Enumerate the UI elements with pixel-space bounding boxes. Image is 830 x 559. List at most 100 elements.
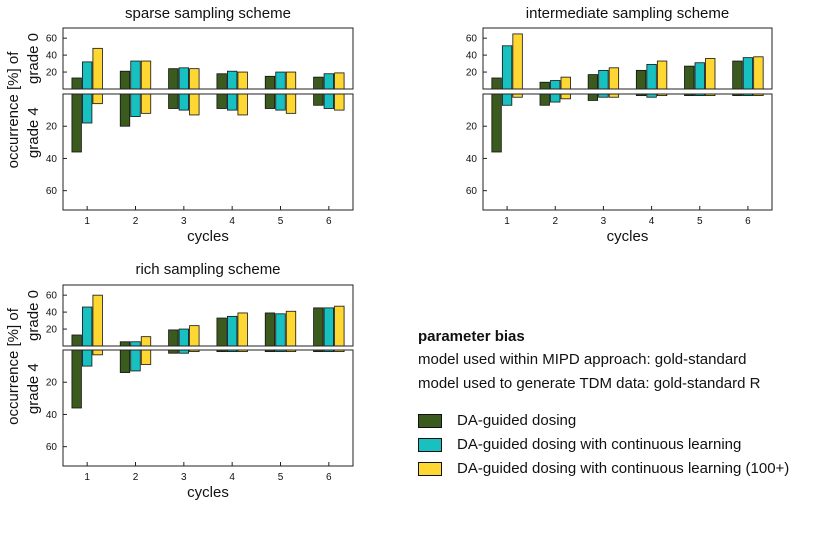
bar bbox=[334, 93, 345, 111]
legend-tdm-model: model used to generate TDM data: gold-st… bbox=[418, 375, 761, 392]
bar bbox=[140, 60, 152, 90]
bar bbox=[189, 93, 200, 116]
bar bbox=[264, 93, 276, 109]
bar bbox=[92, 294, 103, 347]
legend-entries: DA-guided dosing DA-guided dosing with c… bbox=[418, 412, 828, 477]
bar bbox=[323, 93, 334, 109]
y-tick-label: 60 bbox=[46, 186, 58, 197]
grade4-panel: 20 40 60 1 2 3 4 5 6 bbox=[46, 349, 354, 483]
x-tick-label: 6 bbox=[326, 472, 332, 483]
bar bbox=[323, 307, 334, 347]
y-tick-label: 40 bbox=[466, 154, 478, 165]
legend-mipd-model: model used within MIPD approach: gold-st… bbox=[418, 351, 747, 368]
bar bbox=[189, 68, 200, 90]
bar bbox=[275, 71, 286, 90]
y-axis-label-grade4: grade 4 bbox=[25, 107, 42, 158]
bar bbox=[539, 93, 550, 106]
bar bbox=[130, 60, 141, 90]
legend-swatch bbox=[418, 437, 442, 452]
y-tick-label: 20 bbox=[46, 68, 58, 79]
bar bbox=[275, 313, 286, 347]
y-tick-label: 60 bbox=[46, 34, 58, 45]
bar bbox=[168, 329, 179, 347]
bar bbox=[501, 93, 513, 106]
bar bbox=[512, 33, 523, 90]
bar bbox=[119, 93, 131, 127]
bar bbox=[178, 328, 189, 347]
bar bbox=[285, 71, 297, 90]
bar bbox=[92, 93, 103, 105]
y-tick-label: 60 bbox=[466, 186, 478, 197]
x-tick-label: 6 bbox=[326, 216, 332, 227]
y-tick-label: 60 bbox=[466, 34, 478, 45]
y-axis-label-outer: occurrence [%] of bbox=[5, 51, 22, 169]
bar bbox=[82, 349, 93, 367]
bar bbox=[140, 93, 152, 114]
legend-entry: DA-guided dosing bbox=[418, 412, 828, 429]
bar bbox=[130, 349, 141, 372]
bar bbox=[168, 68, 179, 90]
bar bbox=[560, 93, 571, 100]
y-tick-label: 60 bbox=[46, 291, 58, 302]
bar bbox=[550, 80, 561, 90]
chart-title: rich sampling scheme bbox=[135, 261, 280, 278]
bar bbox=[587, 93, 599, 101]
bar bbox=[491, 93, 502, 153]
x-tick-label: 5 bbox=[697, 216, 703, 227]
bar bbox=[71, 334, 82, 347]
y-tick-label: 20 bbox=[46, 122, 58, 133]
y-axis-label-grade0: grade 0 bbox=[25, 33, 42, 84]
x-axis-label: cycles bbox=[187, 484, 229, 501]
chart-panel: sparse sampling scheme 20 40 60 20 40 60 1 2 3 4 5 6… bbox=[5, 5, 354, 245]
bar bbox=[168, 93, 179, 109]
axes-frame bbox=[62, 93, 354, 211]
bar bbox=[119, 70, 131, 90]
legend-entry: DA-guided dosing with continuous learnin… bbox=[418, 460, 828, 477]
bar bbox=[227, 315, 238, 347]
x-tick-label: 2 bbox=[552, 216, 558, 227]
bar bbox=[71, 349, 82, 409]
x-tick-label: 1 bbox=[84, 216, 90, 227]
bar bbox=[82, 93, 93, 124]
y-axis-label-grade0: grade 0 bbox=[25, 290, 42, 341]
bar bbox=[140, 349, 152, 365]
bar bbox=[694, 62, 705, 90]
bar bbox=[313, 76, 324, 90]
bar bbox=[216, 93, 227, 109]
legend-entry: DA-guided dosing with continuous learnin… bbox=[418, 436, 828, 453]
bar bbox=[227, 70, 238, 90]
bar bbox=[178, 93, 189, 111]
x-tick-label: 6 bbox=[745, 216, 751, 227]
bar bbox=[753, 56, 764, 90]
y-tick-label: 20 bbox=[466, 122, 478, 133]
bar bbox=[550, 93, 561, 103]
y-tick-label: 20 bbox=[46, 378, 58, 389]
y-tick-label: 40 bbox=[46, 51, 58, 62]
bar bbox=[285, 93, 297, 114]
bar bbox=[313, 93, 324, 106]
bar bbox=[313, 307, 324, 347]
bar bbox=[71, 93, 82, 153]
legend-swatch bbox=[418, 413, 442, 428]
bar bbox=[646, 64, 657, 90]
bar bbox=[608, 67, 620, 90]
chart-panel: intermediate sampling scheme 20 40 60 20 40 60… bbox=[466, 5, 773, 245]
bar bbox=[501, 45, 513, 90]
bar bbox=[130, 93, 141, 117]
axes-frame bbox=[482, 27, 773, 90]
bar bbox=[237, 312, 248, 347]
chart-title: intermediate sampling scheme bbox=[526, 5, 729, 22]
grade0-panel: 20 40 60 bbox=[466, 27, 773, 90]
bar bbox=[560, 76, 571, 90]
grade4-panel: 20 40 60 1 2 3 4 5 6 bbox=[466, 93, 773, 227]
legend-title: parameter bias bbox=[418, 328, 525, 345]
bar bbox=[189, 325, 200, 347]
bar bbox=[635, 69, 647, 90]
x-tick-label: 2 bbox=[133, 216, 139, 227]
x-tick-label: 3 bbox=[181, 216, 187, 227]
x-tick-label: 4 bbox=[229, 472, 235, 483]
x-tick-label: 4 bbox=[649, 216, 655, 227]
bar bbox=[119, 349, 131, 373]
grade4-panel: 20 40 60 1 2 3 4 5 6 bbox=[46, 93, 354, 227]
bar bbox=[130, 341, 141, 347]
